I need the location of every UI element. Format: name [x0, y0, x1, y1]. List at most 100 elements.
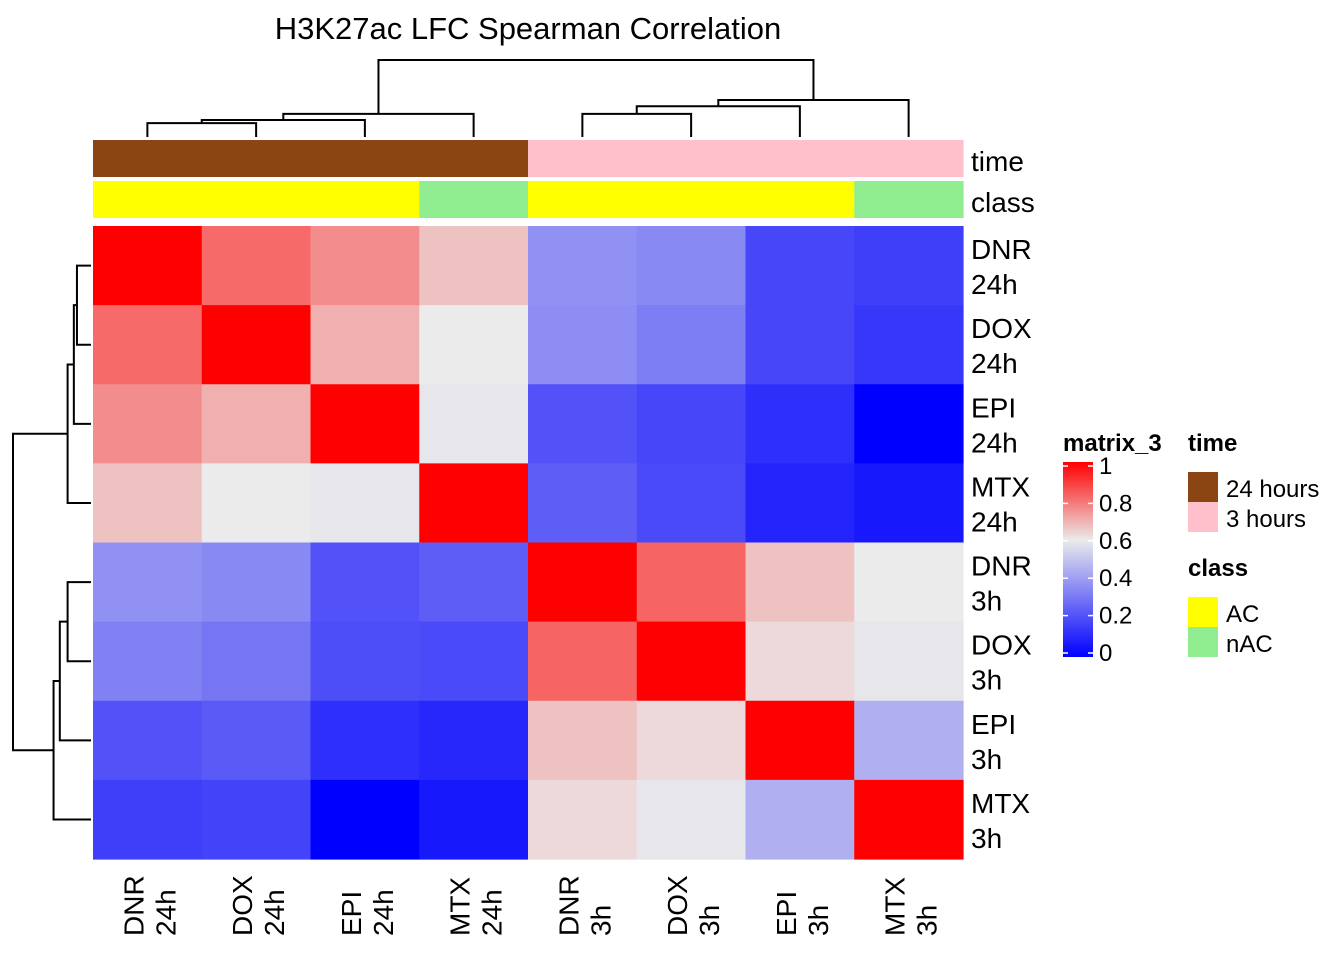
heatmap-cell: [419, 621, 529, 702]
column-label: DNR 24h: [118, 875, 181, 936]
row-label: 3h: [971, 823, 1002, 854]
class-legend-title: class: [1188, 555, 1248, 582]
heatmap-cell: [528, 779, 638, 860]
heatmap-cell: [636, 384, 747, 464]
class-legend-label: AC: [1226, 601, 1259, 628]
heatmap-cell: [201, 542, 312, 623]
heatmap-cell: [854, 700, 964, 781]
heatmap-cell: [419, 226, 529, 306]
heatmap-cell: [201, 226, 312, 306]
column-label-line: 3h: [585, 905, 616, 936]
time-annotation-cell: [636, 140, 747, 177]
column-label: EPI 3h: [771, 891, 834, 936]
class-legend-swatch: [1188, 597, 1218, 627]
heatmap-cell: [854, 621, 964, 702]
column-label: EPI 24h: [336, 889, 399, 936]
row-dendrogram-branch: [66, 363, 91, 504]
heatmap-cell: [636, 621, 747, 702]
column-label-line: 24h: [150, 889, 181, 936]
chart-title: H3K27ac LFC Spearman Correlation: [275, 11, 782, 46]
heatmap-cell: [745, 226, 855, 306]
row-label: EPI: [971, 392, 1016, 423]
heatmap-cell: [528, 384, 638, 464]
heatmap-cell: [201, 305, 312, 385]
time-annotation-cell: [310, 140, 420, 177]
heatmap-cell: [310, 305, 420, 385]
heatmap-cell: [854, 384, 964, 464]
heatmap-cell: [419, 700, 529, 781]
heatmap-cell: [745, 542, 855, 623]
heatmap-cell: [528, 700, 638, 781]
row-label: DOX: [971, 630, 1032, 661]
column-label-line: DOX: [662, 875, 693, 936]
column-labels: DNR 24h DOX 24h EPI 24h MTX 24h DNR 3h DOX 3h EPI 3h M…: [118, 875, 942, 936]
row-dendrogram-branch: [58, 620, 91, 742]
heatmap-cell: [636, 463, 747, 544]
column-label-line: MTX: [880, 877, 911, 936]
time-legend-label: 24 hours: [1226, 476, 1319, 503]
heatmap-cell: [419, 384, 529, 464]
heatmap-cell: [310, 542, 420, 623]
heatmap-cell: [201, 700, 312, 781]
heatmap-cell: [201, 621, 312, 702]
class-annotation-cell: [419, 181, 529, 218]
heatmap-cell: [201, 463, 312, 544]
heatmap-cell: [528, 621, 638, 702]
annotation-bars: time class: [93, 140, 1035, 218]
heatmap-cell: [419, 542, 529, 623]
column-dendrogram: [146, 59, 910, 137]
colorbar: [1063, 462, 1093, 657]
time-legend-swatch: [1188, 502, 1218, 532]
column-label: DOX 24h: [227, 875, 290, 936]
heatmap-cell: [854, 542, 964, 623]
column-label: MTX 24h: [445, 877, 508, 936]
heatmap-cell: [201, 384, 312, 464]
column-dendrogram-branch: [635, 105, 801, 137]
row-label: MTX: [971, 471, 1030, 502]
colorbar-tick-label: 1: [1099, 453, 1112, 480]
heatmap-cell: [93, 779, 203, 860]
column-label-line: EPI: [336, 891, 367, 936]
column-dendrogram-branch: [282, 112, 475, 137]
row-label: 3h: [971, 744, 1002, 775]
time-annotation-cell: [528, 140, 638, 177]
heatmap-cell: [419, 463, 529, 544]
row-label: DNR: [971, 234, 1032, 265]
class-annotation-cell: [528, 181, 638, 218]
column-label-line: 24h: [368, 889, 399, 936]
heatmap-cell: [636, 779, 747, 860]
row-label: DOX: [971, 313, 1032, 344]
heatmap-cell: [419, 305, 529, 385]
column-dendrogram-branch: [581, 112, 693, 137]
heatmap-cells: [93, 226, 964, 860]
heatmap-cell: [745, 463, 855, 544]
heatmap-cell: [93, 700, 203, 781]
column-label-line: DNR: [553, 875, 584, 936]
class-legend-swatch: [1188, 627, 1218, 657]
heatmap-cell: [854, 226, 964, 306]
row-label: EPI: [971, 709, 1016, 740]
column-label-line: 3h: [694, 905, 725, 936]
column-label-line: DOX: [227, 875, 258, 936]
heatmap-cell: [93, 542, 203, 623]
time-legend-swatch: [1188, 472, 1218, 502]
heatmap-cell: [528, 463, 638, 544]
column-dendrogram-branch: [377, 59, 815, 114]
row-label: 24h: [971, 348, 1018, 379]
colorbar-tick-label: 0.6: [1099, 528, 1132, 555]
heatmap-cell: [854, 779, 964, 860]
heatmap-cell: [93, 621, 203, 702]
heatmap-cell: [310, 779, 420, 860]
heatmap-cell: [93, 384, 203, 464]
column-label-line: EPI: [771, 891, 802, 936]
heatmap-cell: [745, 779, 855, 860]
heatmap-cell: [528, 226, 638, 306]
heatmap-cell: [745, 305, 855, 385]
colorbar-tick-label: 0.2: [1099, 603, 1132, 630]
column-dendrogram-branch: [146, 122, 258, 137]
heatmap-cell: [854, 305, 964, 385]
column-label-line: 24h: [477, 889, 508, 936]
heatmap-cell: [745, 384, 855, 464]
